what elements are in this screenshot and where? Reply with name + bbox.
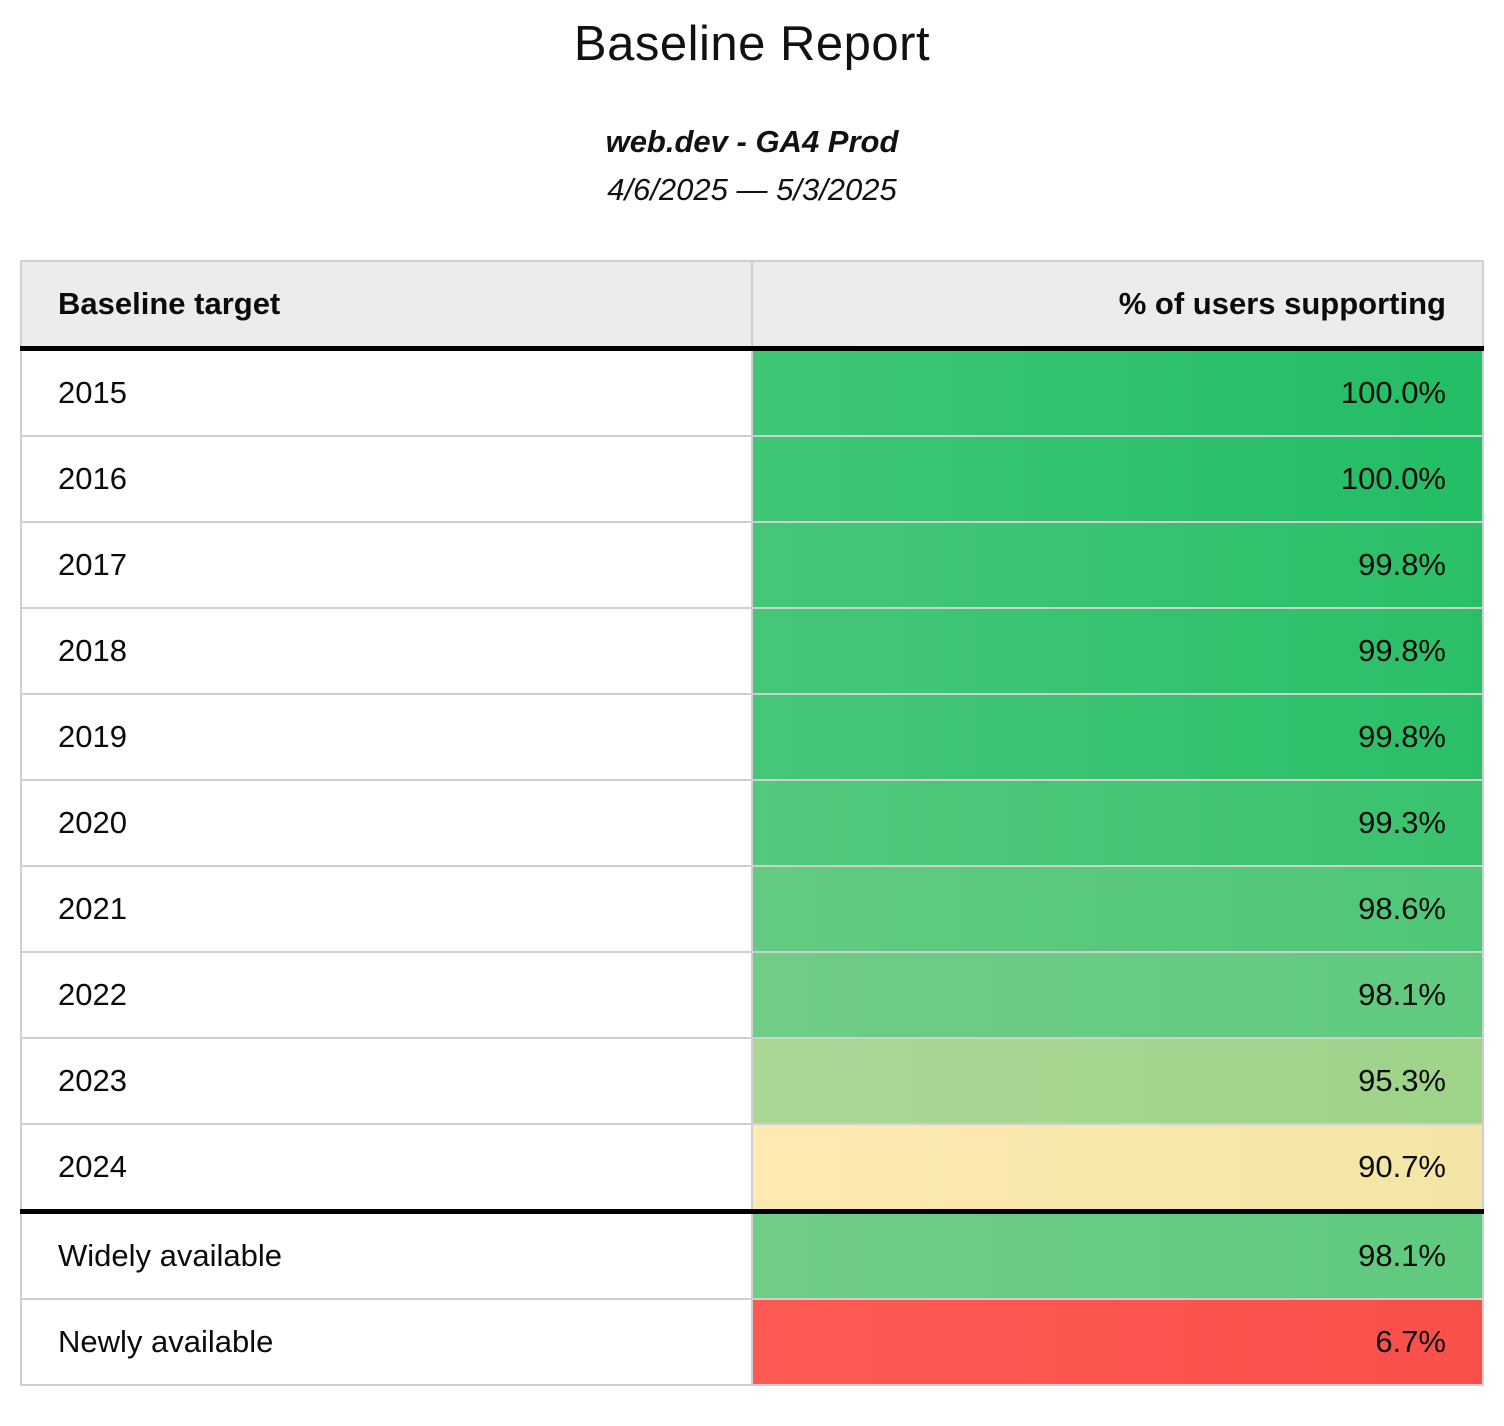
baseline-table: Baseline target % of users supporting 20… <box>20 260 1484 1386</box>
percent-supporting-cell: 98.1% <box>751 951 1484 1039</box>
page-title: Baseline Report <box>573 17 931 71</box>
baseline-target-cell: 2018 <box>20 607 753 695</box>
table-row: 2018 99.8% <box>20 607 1484 695</box>
percent-supporting-cell: 6.7% <box>751 1298 1484 1386</box>
baseline-target-cell: 2022 <box>20 951 753 1039</box>
baseline-target-cell: Newly available <box>20 1298 753 1386</box>
table-row: Newly available 6.7% <box>20 1298 1484 1386</box>
baseline-target-cell: 2017 <box>20 521 753 609</box>
table-row: 2016 100.0% <box>20 435 1484 523</box>
baseline-target-cell: 2024 <box>20 1123 753 1213</box>
percent-supporting-cell: 90.7% <box>751 1123 1484 1213</box>
table-row: 2022 98.1% <box>20 951 1484 1039</box>
table-body: 2015 100.0% 2016 100.0% 2017 99.8% 2018 … <box>20 347 1484 1386</box>
table-header: Baseline target % of users supporting <box>20 260 1484 350</box>
percent-supporting-cell: 95.3% <box>751 1037 1484 1125</box>
percent-supporting-cell: 98.1% <box>751 1210 1484 1300</box>
baseline-target-cell: 2019 <box>20 693 753 781</box>
table-row: 2023 95.3% <box>20 1037 1484 1125</box>
table-row: 2024 90.7% <box>20 1123 1484 1213</box>
table-header-row: Baseline target % of users supporting <box>20 260 1484 350</box>
percent-supporting-cell: 99.8% <box>751 607 1484 695</box>
report-date-range: 4/6/2025 — 5/3/2025 <box>607 172 897 207</box>
percent-supporting-cell: 99.8% <box>751 521 1484 609</box>
percent-supporting-cell: 99.3% <box>751 779 1484 867</box>
column-header-baseline-target: Baseline target <box>20 260 753 350</box>
baseline-target-cell: 2020 <box>20 779 753 867</box>
table-row: 2017 99.8% <box>20 521 1484 609</box>
baseline-target-cell: Widely available <box>20 1210 753 1300</box>
baseline-target-cell: 2021 <box>20 865 753 953</box>
table-row: 2021 98.6% <box>20 865 1484 953</box>
table-row: 2019 99.8% <box>20 693 1484 781</box>
percent-supporting-cell: 98.6% <box>751 865 1484 953</box>
table-row: Widely available 98.1% <box>20 1210 1484 1300</box>
report-subtitle: web.dev - GA4 Prod <box>605 124 899 159</box>
baseline-target-cell: 2016 <box>20 435 753 523</box>
percent-supporting-cell: 99.8% <box>751 693 1484 781</box>
baseline-target-cell: 2023 <box>20 1037 753 1125</box>
table-row: 2020 99.3% <box>20 779 1484 867</box>
table-row: 2015 100.0% <box>20 347 1484 437</box>
column-header-percent-supporting: % of users supporting <box>751 260 1484 350</box>
percent-supporting-cell: 100.0% <box>751 347 1484 437</box>
baseline-target-cell: 2015 <box>20 347 753 437</box>
percent-supporting-cell: 100.0% <box>751 435 1484 523</box>
